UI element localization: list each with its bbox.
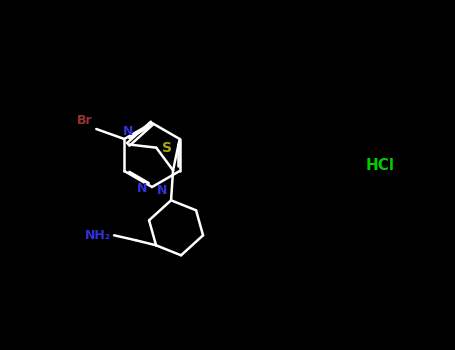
Text: S: S bbox=[162, 141, 172, 155]
Text: N: N bbox=[136, 182, 147, 196]
Text: Br: Br bbox=[76, 114, 92, 127]
Text: N: N bbox=[157, 184, 167, 197]
Text: HCl: HCl bbox=[365, 158, 394, 173]
Text: NH₂: NH₂ bbox=[85, 229, 111, 242]
Text: N: N bbox=[123, 125, 133, 138]
